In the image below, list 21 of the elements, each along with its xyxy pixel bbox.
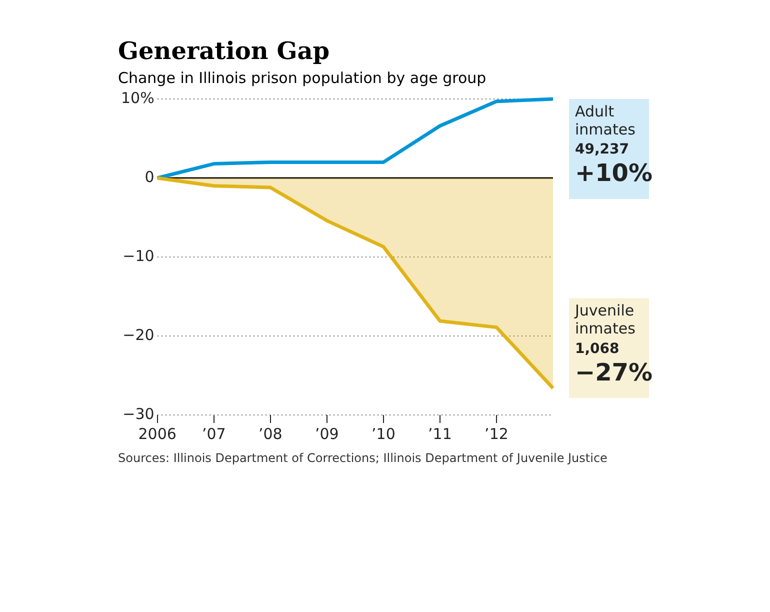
x-tick-label: ’11 <box>428 424 452 443</box>
y-tick-label: −30 <box>122 404 154 423</box>
y-tick-label: 0 <box>144 168 154 186</box>
text: 49,237 <box>575 142 630 158</box>
x-tick-label: ’09 <box>314 424 339 443</box>
text: +10% <box>575 159 653 188</box>
y-tick-label: 10% <box>120 88 154 107</box>
x-tick-label: ’07 <box>202 424 226 443</box>
x-tick-label: ’08 <box>258 424 282 443</box>
chart-title: Generation Gap <box>118 36 331 65</box>
x-tick-label: ’10 <box>372 424 396 443</box>
source-note: Sources: Illinois Department of Corrections; Illinois Department of Juvenile Justice <box>118 451 608 465</box>
text: 1,068 <box>575 340 620 357</box>
chart-subtitle: Change in Illinois prison population by age group <box>118 69 488 87</box>
series-label: Juvenile inmates <box>574 302 636 338</box>
series-label: Adult inmates <box>575 102 636 138</box>
x-tick-label: ’12 <box>484 424 508 443</box>
y-tick-label: −10 <box>122 246 154 265</box>
x-tick-label: 2006 <box>138 424 176 443</box>
y-tick-label: −20 <box>122 326 154 344</box>
text: −27% <box>575 358 653 386</box>
